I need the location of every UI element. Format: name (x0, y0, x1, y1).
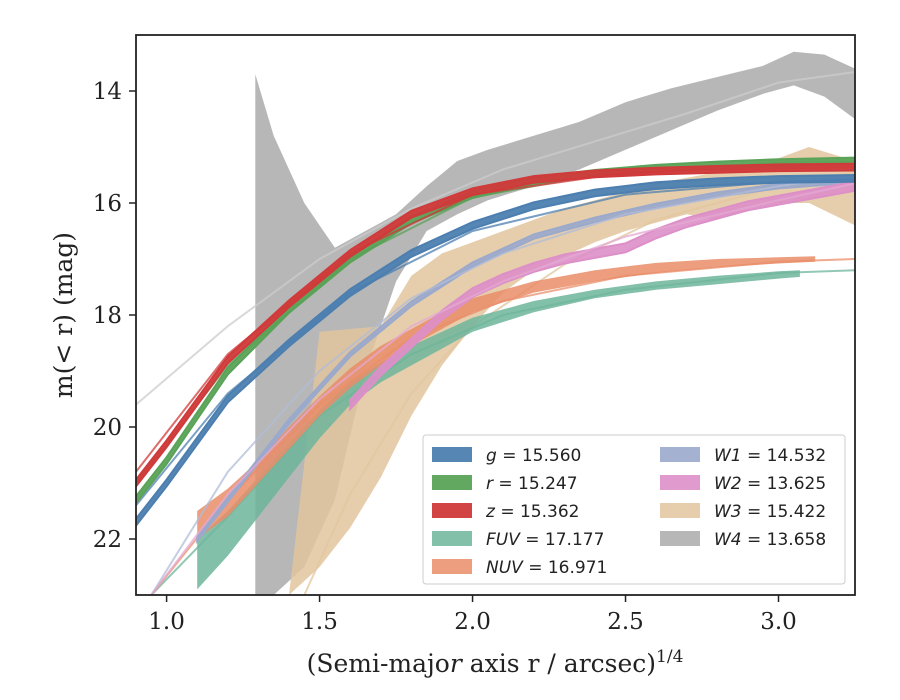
legend-label: W3 = 15.422 (714, 502, 826, 522)
y-axis-label: m(< r) (mag) (49, 232, 78, 398)
model-line-r (136, 160, 855, 484)
legend-swatch (660, 503, 700, 518)
y-tick-label: 20 (93, 415, 122, 441)
legend-item-g: g = 15.560 (432, 446, 581, 466)
band-fuv (197, 270, 800, 590)
model-line-z (136, 166, 855, 473)
model-line-fuv (150, 269, 855, 595)
series-fuv (150, 269, 855, 595)
model-line-w1 (150, 174, 855, 595)
x-tick-label: 1.0 (148, 609, 185, 635)
legend-swatch (432, 447, 472, 462)
legend-item-w4: W4 = 13.658 (660, 530, 826, 550)
series-w1 (150, 174, 855, 595)
series-z (136, 162, 855, 489)
model-line-w2 (150, 182, 855, 595)
x-tick-label: 3.0 (760, 609, 797, 635)
y-tick-label: 16 (93, 191, 122, 217)
x-tick-label: 2.0 (454, 609, 491, 635)
legend-swatch (660, 447, 700, 462)
legend-label: r = 15.247 (486, 474, 578, 494)
legend-label: W4 = 13.658 (714, 530, 826, 550)
legend-label: z = 15.362 (485, 502, 579, 522)
legend-label: W1 = 14.532 (714, 446, 826, 466)
legend-swatch (432, 559, 472, 574)
legend-item-w3: W3 = 15.422 (660, 502, 826, 522)
series-g (136, 173, 855, 528)
legend-swatch (660, 531, 700, 546)
legend-label: NUV = 16.971 (486, 558, 607, 578)
legend-swatch (432, 531, 472, 546)
model-line-g (136, 178, 855, 507)
legend-item-w1: W1 = 14.532 (660, 446, 826, 466)
x-tick-label: 2.5 (607, 609, 644, 635)
legend-item-nuv: NUV = 16.971 (432, 558, 607, 578)
x-axis-label: (Semi-major axis r / arcsec)1/4 (307, 647, 684, 678)
legend-item-fuv: FUV = 17.177 (432, 530, 604, 550)
legend-label: FUV = 17.177 (486, 530, 604, 550)
band-w2 (349, 180, 855, 412)
model-line-w4 (136, 71, 855, 406)
legend-item-w2: W2 = 13.625 (660, 474, 826, 494)
legend-label: g = 15.560 (486, 446, 581, 466)
series-w2 (150, 180, 855, 595)
y-tick-label: 22 (93, 527, 122, 553)
legend-box (422, 434, 846, 585)
band-w1 (196, 177, 855, 545)
legend-swatch (432, 475, 472, 490)
legend: g = 15.560 r = 15.247 z = 15.362 FUV = 17.1… (422, 434, 846, 585)
x-tick-label: 1.5 (301, 609, 338, 635)
plot-area (136, 51, 855, 595)
y-tick-label: 18 (93, 303, 122, 329)
legend-item-z: z = 15.362 (432, 502, 579, 522)
legend-label: W2 = 13.625 (714, 474, 826, 494)
y-tick-label: 14 (93, 79, 122, 105)
legend-swatch (660, 475, 700, 490)
axes: 1.0 1.5 2.0 2.5 3.0 14 16 18 20 22 (93, 79, 797, 635)
legend-swatch (432, 503, 472, 518)
legend-item-r: r = 15.247 (432, 474, 578, 494)
